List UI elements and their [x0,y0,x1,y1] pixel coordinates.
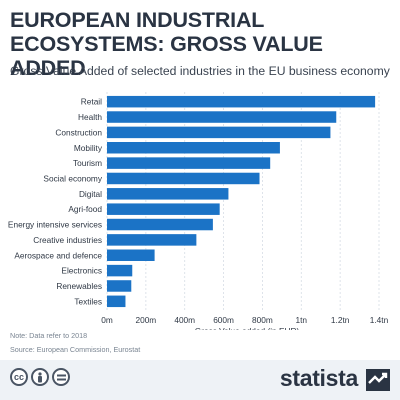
category-label: Textiles [74,296,102,306]
category-label: Health [78,112,102,122]
category-label: Retail [81,97,102,107]
bar [107,218,213,231]
x-axis-label: Gross Value added (in EUR) [195,326,300,330]
bar [107,203,220,215]
bar [107,234,197,246]
note-text: Note: Data refer to 2018 [10,331,88,340]
statista-logo-icon[interactable] [366,369,390,391]
bar [107,280,132,292]
category-label: Electronics [61,266,102,276]
category-label: Aerospace and defence [14,250,102,260]
category-label: Renewables [56,281,102,291]
x-tick-label: 400m [174,315,195,325]
bar [107,157,271,169]
chart-subtitle: Gross Value Added of selected industries… [10,64,390,78]
category-label: Mobility [74,143,103,153]
cc-icon[interactable]: cc [10,368,28,386]
category-label: Creative industries [33,235,102,245]
x-tick-label: 800m [252,315,273,325]
bar [107,172,260,185]
bar [107,126,331,139]
footer-bar: cc statista [0,360,400,400]
bar [107,95,376,108]
category-label: Digital [79,189,102,199]
x-tick-label: 1.2tn [331,315,350,325]
source-text: Source: European Commission, Eurostat [10,345,141,354]
category-label: Tourism [73,158,102,168]
category-label: Construction [55,127,102,137]
bar [107,111,337,123]
statista-brand[interactable]: statista [279,365,358,391]
license-icons: cc [10,368,70,386]
no-derivatives-icon[interactable] [52,368,70,386]
bar [107,142,280,154]
x-tick-label: 200m [135,315,156,325]
x-tick-label: 600m [213,315,234,325]
bar [107,249,155,261]
x-tick-label: 0m [101,315,113,325]
x-tick-label: 1tn [296,315,308,325]
bar-chart: Retail Health Construction Mobility Tourism S… [8,92,389,330]
category-label: Social economy [43,173,102,183]
bar [107,188,229,200]
x-tick-label: 1.4tn [370,315,389,325]
category-label: Energy intensive services [8,220,102,230]
chart-title: EUROPEAN INDUSTRIAL ECOSYSTEMS: GROSS VA… [10,8,323,80]
bar [107,264,133,277]
bar [107,295,126,308]
category-label: Agri-food [68,204,102,214]
attribution-icon[interactable] [31,368,49,386]
